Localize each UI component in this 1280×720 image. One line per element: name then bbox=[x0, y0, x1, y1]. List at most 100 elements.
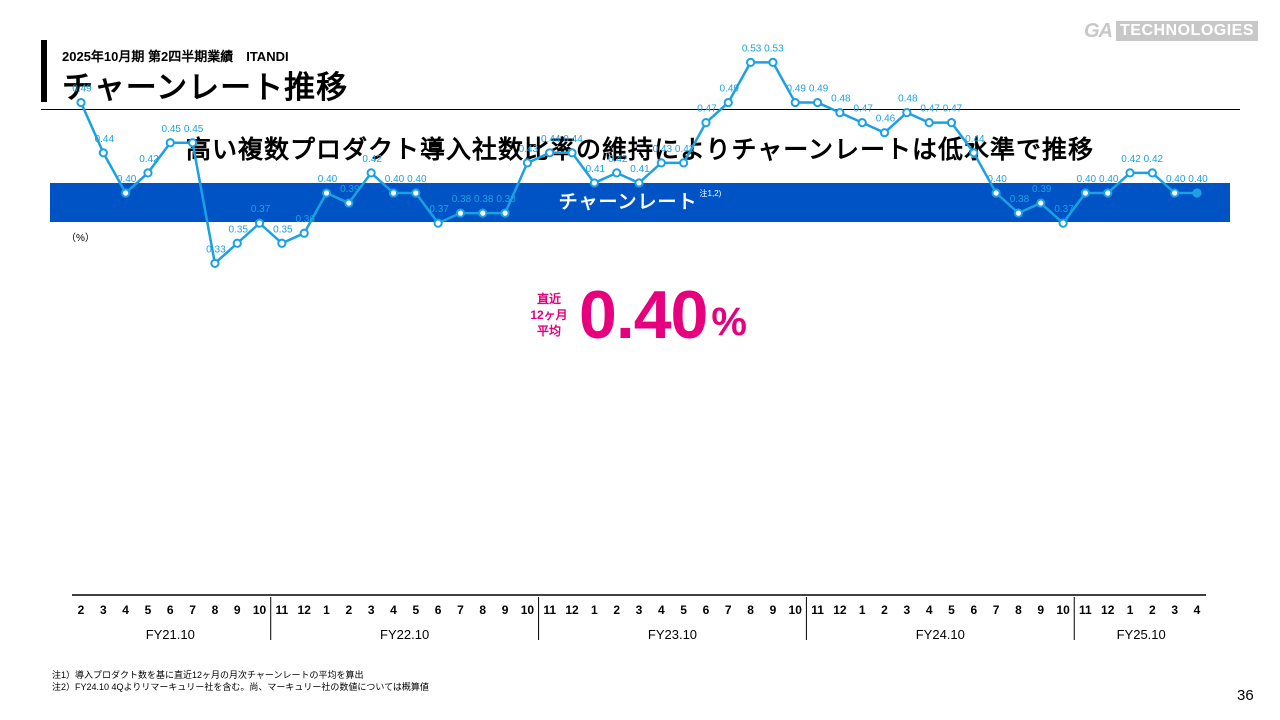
data-label: 0.40 bbox=[1099, 174, 1119, 185]
data-point bbox=[946, 118, 957, 128]
x-tick-label: 10 bbox=[521, 603, 535, 617]
headline: 高い複数プロダクト導入社数比率の維持によりチャーンレートは低水準で推移 bbox=[185, 136, 1094, 164]
x-tick-label: 8 bbox=[747, 603, 754, 617]
x-tick-label: 10 bbox=[253, 603, 267, 617]
data-point bbox=[299, 228, 309, 238]
data-point bbox=[1147, 168, 1157, 178]
fiscal-year-label: FY24.10 bbox=[916, 627, 965, 642]
x-tick-label: 9 bbox=[234, 603, 241, 617]
x-tick-label: 9 bbox=[1037, 603, 1044, 617]
x-tick-label: 9 bbox=[770, 603, 777, 617]
section-band: チャーンレート 注1,2) bbox=[50, 183, 1230, 222]
fiscal-year-label: FY22.10 bbox=[380, 627, 429, 642]
x-tick-label: 11 bbox=[276, 603, 289, 617]
data-label: 0.42 bbox=[139, 154, 159, 165]
data-label: 0.44 bbox=[95, 134, 115, 145]
x-tick-label: 9 bbox=[502, 603, 509, 617]
x-tick-label: 1 bbox=[323, 603, 330, 617]
data-label: 0.40 bbox=[1077, 174, 1097, 185]
x-tick-label: 12 bbox=[298, 603, 312, 617]
data-point bbox=[478, 208, 488, 218]
average-callout: 直近 12ヶ月 平均 0.40 % bbox=[525, 277, 747, 353]
x-tick-label: 11 bbox=[1079, 603, 1092, 617]
data-point bbox=[1013, 208, 1024, 218]
data-label: 0.40 bbox=[117, 174, 137, 185]
data-label: 0.53 bbox=[764, 43, 784, 54]
data-label: 0.40 bbox=[987, 174, 1007, 185]
data-point bbox=[545, 148, 555, 158]
data-label: 0.40 bbox=[407, 174, 427, 185]
data-point bbox=[1058, 218, 1068, 228]
x-tick-label: 10 bbox=[1056, 603, 1070, 617]
data-label: 0.47 bbox=[697, 104, 717, 115]
data-label: 0.49 bbox=[72, 84, 92, 95]
x-tick-label: 6 bbox=[970, 603, 977, 617]
data-label: 0.44 bbox=[563, 134, 583, 145]
data-label: 0.36 bbox=[295, 214, 315, 225]
company-logo: GA TECHNOLOGIES bbox=[1084, 19, 1259, 42]
x-tick-label: 3 bbox=[903, 603, 910, 617]
x-tick-label: 1 bbox=[859, 603, 866, 617]
data-label: 0.38 bbox=[474, 194, 494, 205]
data-point bbox=[612, 168, 622, 178]
x-tick-label: 3 bbox=[100, 603, 107, 617]
data-point bbox=[1170, 188, 1180, 198]
data-point bbox=[165, 138, 175, 148]
logo-ga-mark: GA bbox=[1084, 19, 1113, 42]
x-tick-label: 2 bbox=[1149, 603, 1156, 617]
y-unit-label: （%） bbox=[66, 233, 95, 244]
data-label: 0.37 bbox=[1054, 204, 1074, 215]
data-point bbox=[143, 168, 153, 178]
x-tick-label: 8 bbox=[1015, 603, 1022, 617]
data-point bbox=[76, 97, 86, 108]
data-label: 0.47 bbox=[853, 104, 873, 115]
data-point bbox=[1125, 168, 1135, 178]
x-tick-label: 12 bbox=[1101, 603, 1115, 617]
x-tick-label: 12 bbox=[565, 603, 579, 617]
data-point bbox=[879, 128, 890, 138]
data-label: 0.49 bbox=[720, 84, 740, 95]
x-tick-label: 8 bbox=[479, 603, 486, 617]
data-point bbox=[902, 108, 912, 118]
data-label: 0.35 bbox=[273, 224, 293, 235]
data-label: 0.44 bbox=[965, 134, 985, 145]
data-point bbox=[188, 138, 198, 148]
series-line bbox=[79, 61, 1197, 265]
x-tick-label: 7 bbox=[189, 603, 196, 617]
data-point bbox=[812, 97, 823, 108]
data-point bbox=[1192, 188, 1202, 198]
x-tick-label: 5 bbox=[680, 603, 687, 617]
data-point bbox=[1103, 188, 1113, 198]
x-tick-label: 3 bbox=[368, 603, 375, 617]
section-note: 注1,2) bbox=[699, 189, 722, 198]
data-point bbox=[924, 118, 934, 128]
data-label: 0.41 bbox=[586, 164, 606, 175]
data-point bbox=[121, 188, 131, 198]
data-point bbox=[768, 57, 778, 67]
x-tick-label: 10 bbox=[789, 603, 803, 617]
data-point bbox=[344, 198, 354, 208]
data-point bbox=[723, 97, 733, 108]
average-value: 0.40 bbox=[579, 277, 708, 353]
data-point bbox=[1080, 188, 1091, 198]
data-label: 0.53 bbox=[742, 43, 762, 54]
data-label: 0.43 bbox=[653, 144, 673, 155]
x-tick-label: 11 bbox=[811, 603, 824, 617]
data-label: 0.37 bbox=[251, 204, 271, 215]
data-label: 0.43 bbox=[519, 144, 539, 155]
data-label: 0.47 bbox=[920, 104, 940, 115]
section-title: チャーンレート bbox=[558, 192, 698, 213]
logo-wordmark: TECHNOLOGIES bbox=[1116, 21, 1259, 41]
fiscal-year-label: FY25.10 bbox=[1117, 627, 1166, 642]
x-tick-label: 2 bbox=[881, 603, 888, 617]
data-label: 0.42 bbox=[608, 154, 628, 165]
x-tick-label: 7 bbox=[725, 603, 732, 617]
data-label: 0.48 bbox=[831, 94, 851, 105]
x-tick-label: 2 bbox=[345, 603, 352, 617]
average-label-line: 12ヶ月 bbox=[530, 308, 568, 322]
data-label: 0.40 bbox=[1188, 174, 1208, 185]
data-point bbox=[701, 118, 711, 128]
x-tick-label: 5 bbox=[948, 603, 955, 617]
average-label-line: 平均 bbox=[536, 324, 561, 338]
